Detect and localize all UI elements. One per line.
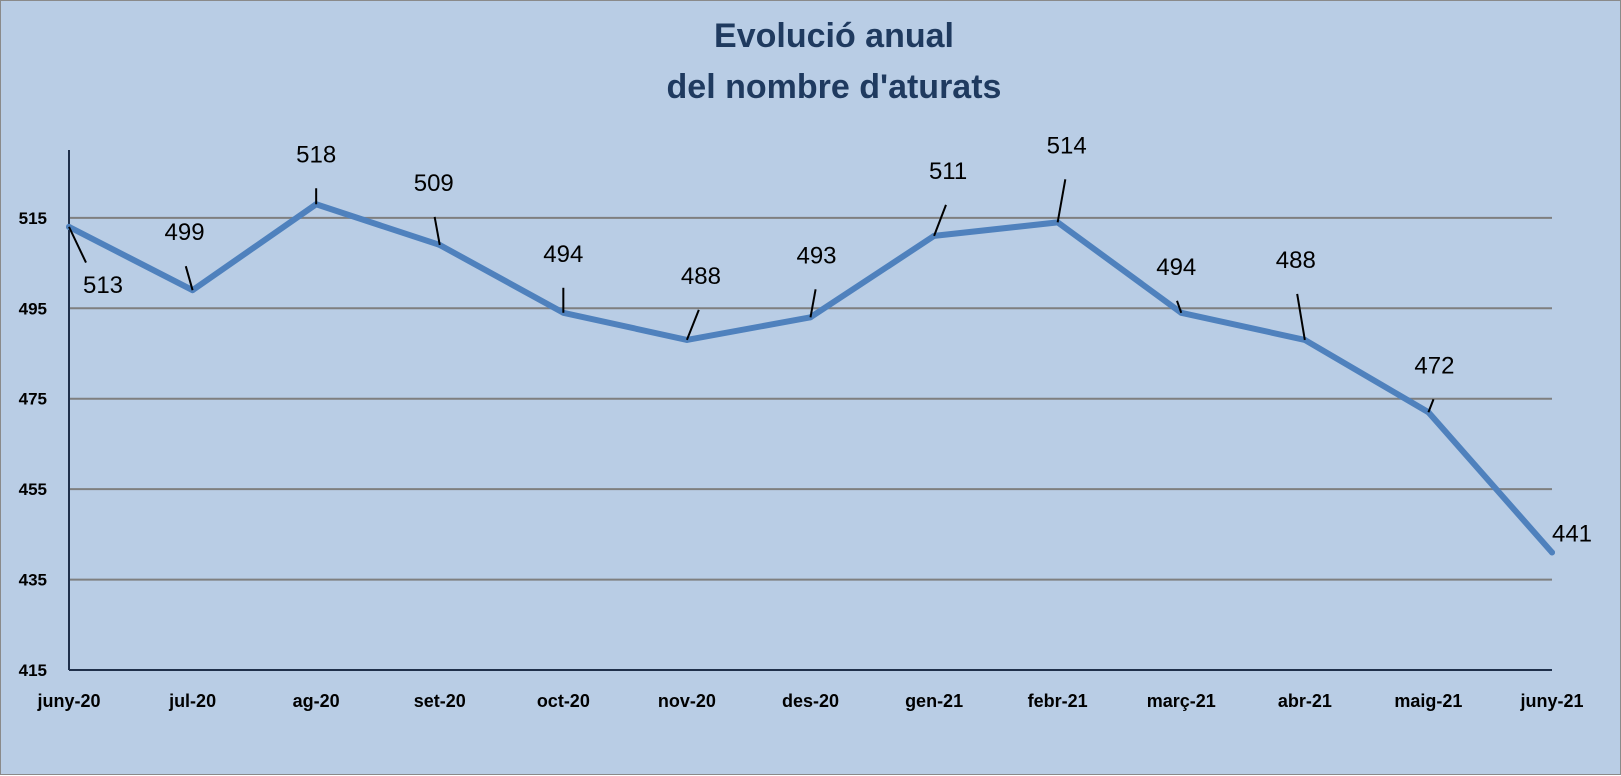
leader-line [685,309,700,341]
leader-line [184,265,194,291]
x-tick-label: set-20 [414,691,466,711]
x-tick-label: març-21 [1147,691,1216,711]
gridlines [69,216,1552,581]
data-point [1549,549,1555,556]
y-tick-label: 435 [19,571,47,590]
leader-line [1176,300,1183,314]
data-label: 511 [929,158,967,185]
data-label: 499 [165,219,205,246]
x-tick-labels: juny-20 jul-20 ag-20 set-20 oct-20 nov-20 des-… [36,691,1583,711]
x-tick-label: juny-20 [36,691,100,711]
data-label: 509 [414,170,454,197]
x-tick-label: des-20 [782,691,839,711]
data-labels: 513 499 518 509 494 488 493 511 514 494 488 472 441 [68,132,1592,547]
y-tick-label: 515 [19,209,47,228]
x-tick-label: juny-21 [1519,691,1583,711]
y-tick-label: 455 [19,480,47,499]
x-tick-label: nov-20 [658,691,716,711]
data-label: 441 [1552,520,1592,547]
x-tick-label: jul-20 [168,691,216,711]
leader-line [1427,398,1435,413]
leader-line [68,226,87,263]
x-tick-label: gen-21 [905,691,963,711]
data-label: 514 [1047,132,1087,159]
axes [68,150,1552,671]
x-tick-label: oct-20 [537,691,590,711]
y-tick-labels: 415 435 455 475 495 515 [19,209,47,680]
chart-title-line-1: Evolució anual [714,17,954,55]
y-tick-label: 415 [19,661,47,680]
x-tick-label: febr-21 [1028,691,1088,711]
data-label: 518 [296,141,336,168]
leader-line [1296,293,1306,341]
data-label: 488 [681,263,721,290]
y-tick-label: 475 [19,390,47,409]
leader-line [1056,179,1067,223]
data-label: 472 [1414,352,1454,379]
data-label: 488 [1276,247,1316,274]
leader-line [933,204,947,237]
data-label: 494 [1156,254,1196,281]
y-tick-label: 495 [19,299,47,318]
leader-line [809,289,817,318]
chart-title-line-2: del nombre d'aturats [667,68,1002,106]
data-label: 494 [543,241,583,268]
x-tick-label: abr-21 [1278,691,1332,711]
data-label: 513 [83,272,123,299]
leader-line [433,216,441,246]
x-tick-label: ag-20 [293,691,340,711]
data-label: 493 [796,242,836,269]
x-tick-label: maig-21 [1394,691,1462,711]
